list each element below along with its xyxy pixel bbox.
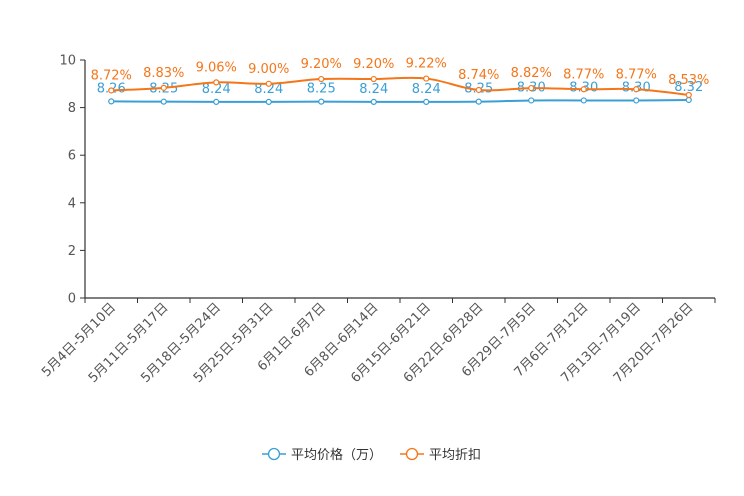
legend-label: 平均价格（万）	[291, 447, 382, 463]
legend-item-1[interactable]: 平均折扣	[400, 447, 481, 463]
y-tick-label: 0	[68, 292, 76, 307]
data-point[interactable]	[370, 98, 377, 105]
y-tick-label: 8	[68, 101, 76, 116]
legend-item-0[interactable]: 平均价格（万）	[262, 447, 382, 463]
data-label: 8.72%	[91, 68, 132, 83]
data-label: 9.06%	[196, 60, 237, 75]
legend-marker-icon	[405, 447, 419, 461]
data-point[interactable]	[528, 84, 535, 92]
data-point[interactable]	[580, 97, 587, 104]
data-label: 8.77%	[616, 67, 657, 82]
data-label: 9.20%	[353, 57, 394, 72]
data-label: 9.00%	[248, 62, 289, 77]
y-tick-label: 4	[68, 196, 76, 211]
legend-label: 平均折扣	[429, 448, 481, 463]
series-line	[111, 76, 689, 96]
data-point[interactable]	[475, 86, 482, 94]
data-label: 8.77%	[563, 67, 604, 82]
data-label: 8.25	[307, 82, 336, 97]
data-label: 8.74%	[458, 68, 499, 83]
data-point[interactable]	[528, 97, 535, 104]
data-label: 8.24	[202, 82, 231, 97]
data-point[interactable]	[475, 98, 482, 105]
data-label: 8.24	[412, 82, 441, 97]
series-0: 8.268.258.248.248.258.248.248.258.308.30…	[97, 80, 703, 105]
data-label: 8.24	[359, 82, 388, 97]
data-point[interactable]	[685, 91, 692, 99]
data-point[interactable]	[108, 87, 115, 94]
data-point[interactable]	[160, 98, 167, 105]
y-tick-label: 6	[68, 149, 76, 164]
data-point[interactable]	[318, 75, 325, 83]
data-label: 8.32	[674, 80, 703, 95]
y-tick-label: 10	[59, 54, 76, 69]
legend-marker-icon	[267, 447, 281, 461]
data-point[interactable]	[108, 98, 115, 105]
data-point[interactable]	[265, 98, 272, 105]
series-layer: 8.268.258.248.248.258.248.248.258.308.30…	[91, 57, 709, 105]
y-tick-label: 2	[68, 244, 76, 259]
data-label: 8.83%	[143, 66, 184, 81]
data-point[interactable]	[423, 98, 430, 105]
data-point[interactable]	[213, 98, 220, 105]
series-line	[111, 98, 689, 103]
data-point[interactable]	[370, 75, 377, 83]
data-label: 9.20%	[301, 57, 342, 72]
data-point[interactable]	[580, 86, 587, 93]
data-label: 8.82%	[511, 66, 552, 81]
axes: 02468105月4日-5月10日5月11日-5月17日5月18日-5月24日5…	[39, 54, 716, 386]
legend[interactable]: 平均价格（万） 平均折扣	[262, 447, 481, 463]
data-point[interactable]	[685, 96, 692, 104]
data-label: 9.22%	[406, 57, 447, 72]
data-point[interactable]	[318, 98, 325, 105]
data-point[interactable]	[633, 97, 640, 104]
data-label: 8.24	[254, 82, 283, 97]
data-point[interactable]	[265, 80, 272, 87]
data-point[interactable]	[423, 75, 430, 82]
data-point[interactable]	[160, 84, 167, 91]
data-point[interactable]	[213, 79, 220, 86]
data-label: 8.53%	[668, 73, 709, 88]
series-1: 8.72% 8.83% 9.06% 9.00% 9.20% 9.20% 9.22% 8.74%…	[91, 57, 709, 99]
data-point[interactable]	[633, 86, 640, 93]
